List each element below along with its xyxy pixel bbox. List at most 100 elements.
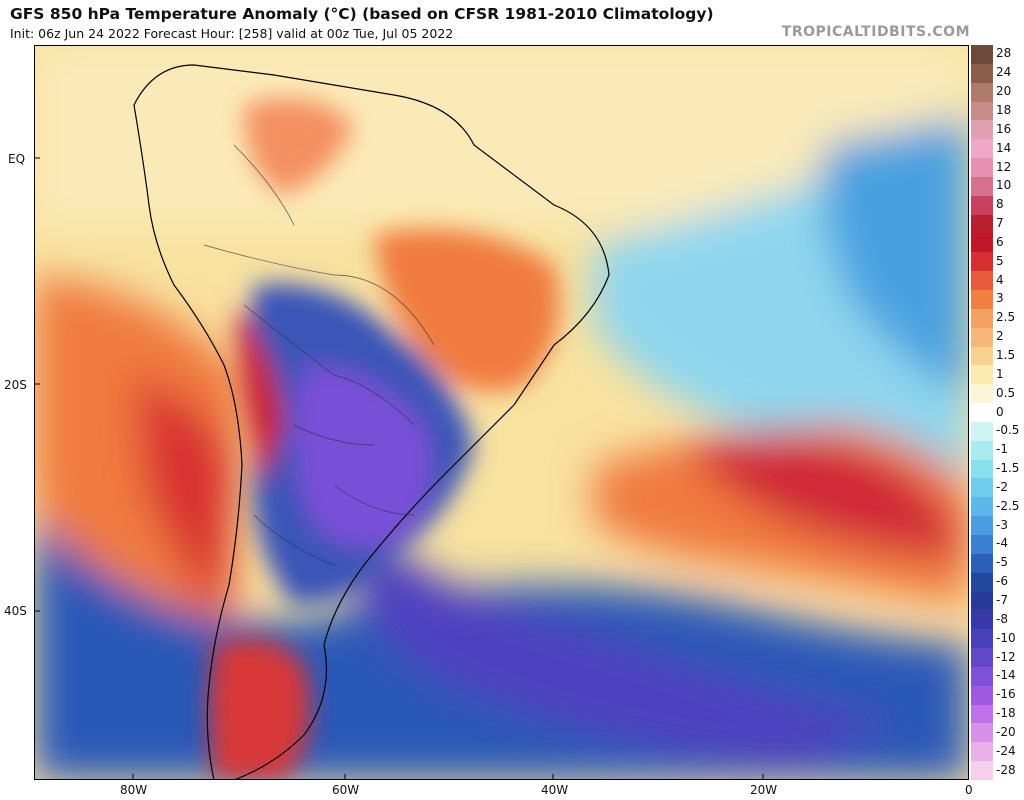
lon-label-80w: 80W	[120, 783, 148, 797]
cool-east-atlantic-core	[822, 115, 969, 395]
colorbar-label: 1.5	[996, 347, 1016, 362]
colorbar-swatch	[971, 459, 993, 479]
colorbar-label: -7	[996, 592, 1008, 607]
colorbar-label: 16	[996, 121, 1012, 136]
colorbar-label: -12	[996, 649, 1016, 664]
colorbar-swatch	[971, 497, 993, 517]
colorbar	[971, 45, 993, 781]
colorbar-swatch	[971, 440, 993, 461]
colorbar-label: 1	[996, 366, 1004, 381]
colorbar-swatch	[971, 101, 993, 121]
colorbar-swatch	[971, 384, 993, 404]
colorbar-label: -8	[996, 611, 1008, 626]
colorbar-swatch	[971, 403, 993, 423]
colorbar-swatch	[971, 214, 993, 234]
anomaly-map	[34, 45, 969, 780]
colorbar-swatch	[971, 535, 993, 555]
lon-label-20w: 20W	[750, 783, 778, 797]
colorbar-swatch	[971, 365, 993, 385]
colorbar-swatch	[971, 158, 993, 178]
colorbar-swatch	[971, 723, 993, 743]
colorbar-label: -1.5	[996, 461, 1020, 476]
colorbar-label: -2.5	[996, 498, 1020, 513]
colorbar-swatch	[971, 327, 993, 348]
colorbar-swatch	[971, 591, 993, 611]
colorbar-swatch	[971, 45, 993, 65]
colorbar-swatch	[971, 120, 993, 140]
colorbar-swatch	[971, 666, 993, 687]
lat-label-eq: EQ	[8, 152, 26, 166]
warm-brazil	[374, 229, 560, 392]
colorbar-swatch	[971, 308, 993, 329]
colorbar-swatch	[971, 610, 993, 630]
colorbar-label: 5	[996, 253, 1004, 268]
colorbar-label: 14	[996, 140, 1012, 155]
map-frame	[34, 45, 969, 780]
colorbar-label: 18	[996, 102, 1012, 117]
map-title: GFS 850 hPa Temperature Anomaly (°C) (ba…	[10, 5, 714, 23]
warm-atlantic-core	[684, 433, 969, 555]
colorbar-label: -0.5	[996, 423, 1020, 438]
colorbar-swatch	[971, 139, 993, 159]
warm-pacific-core	[134, 375, 234, 615]
south-america-coastline	[133, 64, 610, 780]
colorbar-swatch	[971, 704, 993, 724]
lon-label-40w: 40W	[541, 783, 569, 797]
colorbar-label: -6	[996, 574, 1008, 589]
map-subtitle: Init: 06z Jun 24 2022 Forecast Hour: [25…	[10, 26, 454, 41]
lat-label-40s: 40S	[4, 604, 27, 618]
colorbar-label: 10	[996, 178, 1012, 193]
colorbar-label: -20	[996, 724, 1016, 739]
colorbar-swatch	[971, 63, 993, 84]
warm-north	[244, 98, 354, 195]
colorbar-swatch	[971, 478, 993, 498]
colorbar-swatch	[971, 252, 993, 272]
colorbar-swatch	[971, 648, 993, 668]
lon-label-0: 0	[965, 783, 973, 797]
colorbar-label: -28	[996, 762, 1016, 777]
lon-label-60w: 60W	[332, 783, 360, 797]
colorbar-label: 20	[996, 84, 1012, 99]
colorbar-label: -16	[996, 687, 1016, 702]
colorbar-swatch	[971, 176, 993, 197]
colorbar-swatch	[971, 572, 993, 593]
colorbar-swatch	[971, 421, 993, 442]
colorbar-label: -18	[996, 706, 1016, 721]
colorbar-label: 24	[996, 65, 1012, 80]
colorbar-label: 7	[996, 216, 1004, 231]
colorbar-swatch	[971, 290, 993, 310]
colorbar-label: 2.5	[996, 310, 1016, 325]
colorbar-label: 3	[996, 291, 1004, 306]
colorbar-swatch	[971, 761, 993, 781]
country-borders	[203, 144, 435, 566]
colorbar-label: -24	[996, 743, 1016, 758]
colorbar-swatch	[971, 346, 993, 366]
colorbar-label: -14	[996, 668, 1016, 683]
colorbar-label: 2	[996, 329, 1004, 344]
colorbar-label: -1	[996, 442, 1008, 457]
colorbar-swatch	[971, 233, 993, 253]
colorbar-label: 0.5	[996, 385, 1016, 400]
colorbar-label: -10	[996, 630, 1016, 645]
colorbar-label: 6	[996, 234, 1004, 249]
warm-andes	[234, 305, 284, 485]
colorbar-label: 4	[996, 272, 1004, 287]
colorbar-swatch	[971, 553, 993, 574]
colorbar-label: 8	[996, 197, 1004, 212]
cold-south-atlantic-core	[334, 505, 894, 765]
colorbar-swatch	[971, 685, 993, 706]
colorbar-swatch	[971, 271, 993, 291]
colorbar-label: -2	[996, 479, 1008, 494]
colorbar-swatch	[971, 82, 993, 103]
colorbar-swatch	[971, 629, 993, 649]
colorbar-label: -5	[996, 555, 1008, 570]
colorbar-swatch	[971, 195, 993, 216]
cold-continental-deep	[296, 365, 431, 548]
colorbar-swatch	[971, 742, 993, 762]
colorbar-label: -4	[996, 536, 1008, 551]
colorbar-label: -3	[996, 517, 1008, 532]
colorbar-swatch	[971, 516, 993, 536]
colorbar-label: 12	[996, 159, 1012, 174]
colorbar-label: 28	[996, 46, 1012, 61]
warm-patagonia	[209, 638, 311, 780]
